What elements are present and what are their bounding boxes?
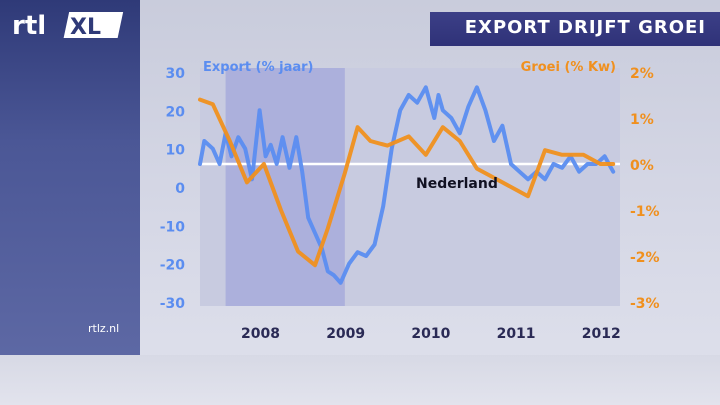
growth-series-label: Groei (% Kw): [521, 60, 616, 75]
left-axis: 30 20 10 0 -10 -20 -30: [160, 66, 186, 312]
title-bar: EXPORT DRIJFT GROEI: [430, 12, 720, 46]
growth-series-line: [198, 97, 616, 268]
left-tick-label: 10: [166, 143, 186, 159]
svg-text:rtl: rtl: [12, 11, 46, 41]
right-tick-label: 1%: [630, 112, 654, 128]
right-tick-label: -1%: [630, 204, 660, 220]
left-panel: rtl XL rtlz.nl: [0, 0, 140, 355]
x-tick-label: 2012: [582, 326, 621, 342]
x-tick-label: 2009: [326, 326, 365, 342]
left-tick-label: -10: [160, 219, 186, 235]
right-tick-label: 2%: [630, 66, 654, 82]
right-axis: 2% 1% 0% -1% -2% -3%: [630, 66, 660, 312]
left-tick-label: -20: [160, 258, 186, 274]
left-tick-label: -30: [160, 296, 186, 312]
right-tick-label: -3%: [630, 296, 660, 312]
left-tick-label: 30: [166, 66, 186, 82]
x-tick-label: 2008: [241, 326, 280, 342]
right-tick-label: 0%: [630, 158, 654, 174]
right-tick-label: -2%: [630, 250, 660, 266]
x-axis: 2008 2009 2010 2011 2012: [241, 326, 621, 342]
left-tick-label: 20: [166, 104, 186, 120]
bottom-strip: [0, 355, 720, 405]
left-tick-label: 0: [175, 181, 185, 197]
rtl-xl-logo: rtl XL: [12, 11, 124, 41]
site-label: rtlz.nl: [88, 322, 120, 335]
svg-text:XL: XL: [70, 15, 101, 40]
export-series-label: Export (% jaar): [203, 60, 314, 75]
x-tick-label: 2010: [411, 326, 450, 342]
x-tick-label: 2011: [497, 326, 536, 342]
annotation-label: Nederland: [416, 176, 498, 192]
chart-title: EXPORT DRIJFT GROEI: [464, 17, 706, 38]
